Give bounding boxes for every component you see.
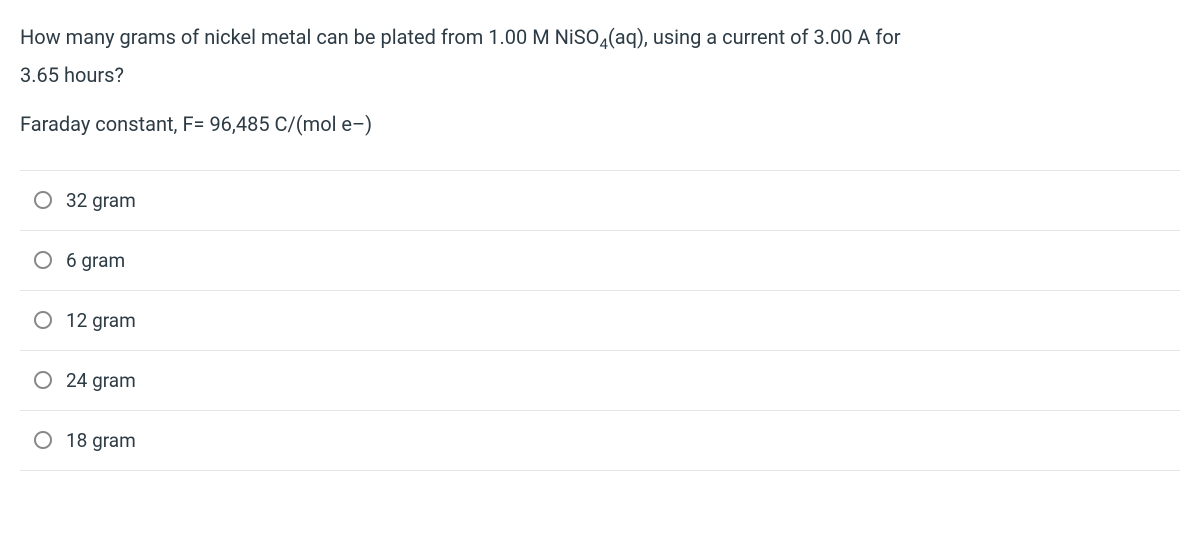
question-line2: 3.65 hours? (20, 63, 124, 87)
faraday-constant: Faraday constant, F= 96,485 C/(mol e–) (20, 108, 1180, 140)
radio-icon (34, 251, 52, 269)
option-label: 18 gram (66, 429, 136, 452)
faraday-sup: – (352, 112, 365, 136)
radio-icon (34, 371, 52, 389)
option-label: 12 gram (66, 309, 136, 332)
question-text: How many grams of nickel metal can be pl… (20, 20, 1180, 92)
radio-icon (34, 431, 52, 449)
option-label: 6 gram (66, 249, 125, 272)
option-row[interactable]: 32 gram (20, 171, 1180, 231)
question-sub: 4 (599, 35, 607, 53)
faraday-suffix: ) (365, 112, 372, 136)
radio-icon (34, 191, 52, 209)
faraday-prefix: Faraday constant, F= 96,485 C/(mol e (20, 112, 352, 136)
question-line1-prefix: How many grams of nickel metal can be pl… (20, 25, 599, 49)
option-row[interactable]: 12 gram (20, 291, 1180, 351)
option-row[interactable]: 18 gram (20, 411, 1180, 471)
options-list: 32 gram 6 gram 12 gram 24 gram 18 gram (20, 170, 1180, 471)
option-row[interactable]: 6 gram (20, 231, 1180, 291)
question-line1-suffix: (aq), using a current of 3.00 A for (608, 25, 901, 49)
option-label: 32 gram (66, 189, 136, 212)
option-row[interactable]: 24 gram (20, 351, 1180, 411)
radio-icon (34, 311, 52, 329)
option-label: 24 gram (66, 369, 136, 392)
